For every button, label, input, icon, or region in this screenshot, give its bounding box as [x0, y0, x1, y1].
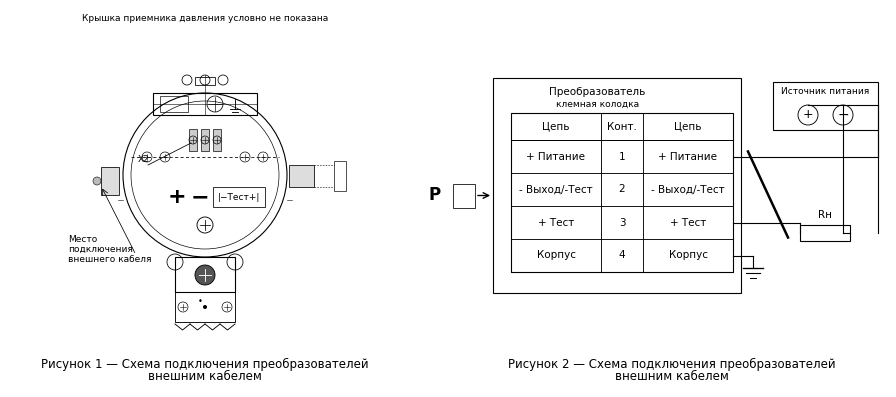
- Text: 4: 4: [618, 251, 625, 260]
- Bar: [773, 82, 878, 130]
- Bar: [511, 113, 733, 272]
- Circle shape: [203, 305, 207, 309]
- Text: +: +: [803, 108, 814, 121]
- Bar: [213, 187, 265, 207]
- Text: - Выход/-Тест: - Выход/-Тест: [519, 185, 593, 195]
- Text: Конт.: Конт.: [607, 121, 637, 131]
- Text: Х2: Х2: [138, 156, 150, 164]
- Text: Цепь: Цепь: [675, 121, 702, 131]
- Bar: [493, 78, 741, 293]
- Text: +: +: [168, 187, 186, 207]
- Bar: [289, 165, 314, 187]
- Text: Корпус: Корпус: [537, 251, 575, 260]
- Text: Рисунок 1 — Схема подключения преобразователей: Рисунок 1 — Схема подключения преобразов…: [41, 358, 369, 371]
- Text: внешнего кабеля: внешнего кабеля: [68, 255, 151, 264]
- Bar: [453, 183, 475, 208]
- Bar: [201, 129, 209, 151]
- Circle shape: [93, 177, 101, 185]
- Text: Преобразователь: Преобразователь: [549, 87, 645, 97]
- Bar: [195, 77, 215, 85]
- Bar: [213, 129, 221, 151]
- Text: Крышка приемника давления условно не показана: Крышка приемника давления условно не пок…: [82, 14, 328, 23]
- Bar: [175, 257, 235, 292]
- Text: + Питание: + Питание: [659, 152, 718, 162]
- Text: клемная колодка: клемная колодка: [556, 100, 639, 108]
- Text: Рисунок 2 — Схема подключения преобразователей: Рисунок 2 — Схема подключения преобразов…: [508, 358, 836, 371]
- Bar: [175, 292, 235, 322]
- Text: - Выход/-Тест: - Выход/-Тест: [651, 185, 725, 195]
- Text: + Тест: + Тест: [538, 218, 574, 227]
- Text: + Питание: + Питание: [527, 152, 585, 162]
- Text: 1: 1: [618, 152, 625, 162]
- Text: Цепь: Цепь: [542, 121, 570, 131]
- Bar: [334, 161, 346, 191]
- Text: 3: 3: [618, 218, 625, 227]
- Bar: [101, 167, 119, 195]
- Text: внешним кабелем: внешним кабелем: [148, 370, 262, 383]
- Text: P: P: [429, 187, 441, 204]
- Text: Источник питания: Источник питания: [781, 87, 870, 96]
- Text: внешним кабелем: внешним кабелем: [615, 370, 729, 383]
- Text: •: •: [197, 297, 202, 306]
- Text: |−Тест+|: |−Тест+|: [218, 193, 260, 202]
- Bar: [189, 129, 197, 151]
- Circle shape: [195, 265, 215, 285]
- Text: −: −: [837, 108, 849, 122]
- Bar: [800, 225, 850, 241]
- Text: 2: 2: [618, 185, 625, 195]
- Text: Корпус: Корпус: [668, 251, 708, 260]
- Text: подключения: подключения: [68, 245, 133, 254]
- Bar: [153, 93, 257, 115]
- Text: + Тест: + Тест: [670, 218, 706, 227]
- Text: Место: Место: [68, 235, 98, 244]
- Text: −: −: [191, 187, 210, 207]
- Text: Rн: Rн: [818, 210, 832, 220]
- Bar: [160, 96, 188, 112]
